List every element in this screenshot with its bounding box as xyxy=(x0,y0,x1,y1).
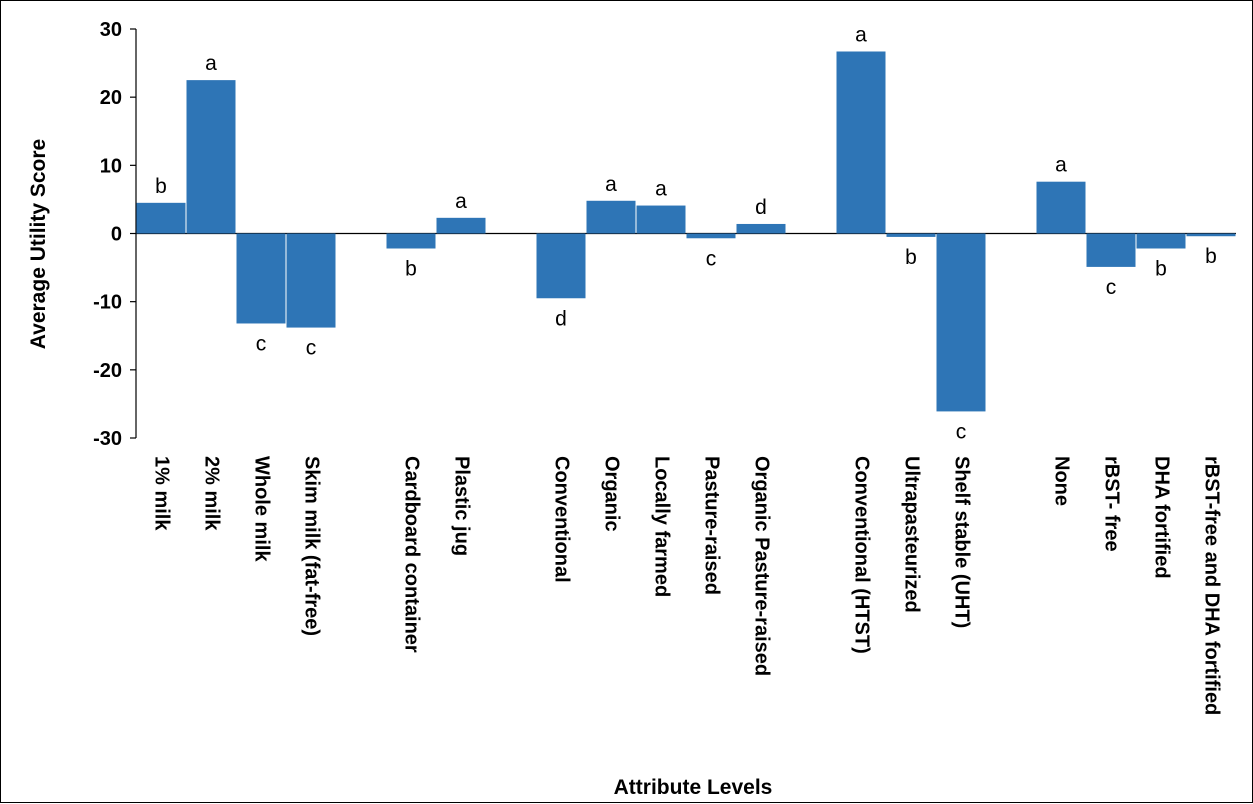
category-label: 2% milk xyxy=(201,456,223,531)
category-label: rBST- free xyxy=(1101,456,1123,552)
bar xyxy=(686,233,736,239)
bar xyxy=(386,233,436,249)
bar xyxy=(886,233,936,237)
bar xyxy=(1136,233,1186,249)
significance-letter: b xyxy=(905,246,917,269)
significance-letter: b xyxy=(1155,257,1167,280)
bar xyxy=(186,80,236,234)
category-label: Conventional xyxy=(551,456,573,583)
significance-letters: b a c c b a d a a c d a b c a c b b xyxy=(155,23,1217,443)
significance-letter: a xyxy=(655,178,667,201)
category-label: 1% milk xyxy=(151,456,173,531)
y-tick-label: -10 xyxy=(93,292,122,314)
significance-letter: c xyxy=(256,332,267,355)
category-label: Shelf stable (UHT) xyxy=(951,456,973,628)
bar xyxy=(236,233,286,324)
bar xyxy=(1086,233,1136,267)
category-label: Conventional (HTST) xyxy=(851,456,873,654)
bar xyxy=(936,233,986,412)
significance-letter: c xyxy=(706,247,717,270)
significance-letter: c xyxy=(956,420,967,443)
y-tick-label: 20 xyxy=(100,87,122,109)
significance-letter: a xyxy=(605,173,617,196)
category-label: DHA fortified xyxy=(1151,456,1173,579)
bar xyxy=(736,223,786,234)
y-axis-title: Average Utility Score xyxy=(27,139,50,349)
category-label: Organic Pasture-raised xyxy=(751,456,773,676)
significance-letter: b xyxy=(405,257,417,280)
bar xyxy=(836,51,886,234)
significance-letter: b xyxy=(1205,245,1217,268)
axes: 30 20 10 0 -10 -20 -30 xyxy=(93,19,1236,450)
x-axis-title: Attribute Levels xyxy=(614,776,773,799)
category-label: Whole milk xyxy=(251,456,273,562)
y-tick-label: 30 xyxy=(100,19,122,41)
bar xyxy=(1036,181,1086,234)
category-label: Skim milk (fat-free) xyxy=(301,456,323,636)
bar xyxy=(586,200,636,234)
y-tick-label: 10 xyxy=(100,155,122,177)
significance-letter: b xyxy=(155,175,167,198)
significance-letter: a xyxy=(205,52,217,75)
category-label: Cardboard container xyxy=(401,456,423,653)
significance-letter: c xyxy=(306,337,317,360)
bar xyxy=(636,205,686,234)
bar xyxy=(436,217,486,234)
bar xyxy=(136,202,186,234)
significance-letter: d xyxy=(555,307,567,330)
y-tick-label: -30 xyxy=(93,428,122,450)
category-label: Plastic jug xyxy=(451,456,473,556)
y-tick-label: 0 xyxy=(111,224,122,246)
y-tick-label: -20 xyxy=(93,360,122,382)
significance-letter: c xyxy=(1106,276,1117,299)
significance-letter: a xyxy=(455,190,467,213)
category-label: rBST-free and DHA fortified xyxy=(1201,456,1223,715)
category-label: Ultrapasteurized xyxy=(901,456,923,613)
bar xyxy=(286,233,336,328)
bar xyxy=(536,233,586,299)
category-label: Pasture-raised xyxy=(701,456,723,595)
category-label: Locally farmed xyxy=(651,456,673,597)
significance-letter: a xyxy=(1055,154,1067,177)
significance-letter: d xyxy=(755,196,767,219)
bars xyxy=(136,51,1236,412)
category-label: Organic xyxy=(601,456,623,532)
category-label: None xyxy=(1051,456,1073,506)
significance-letter: a xyxy=(855,23,867,46)
bar xyxy=(1186,233,1236,237)
category-labels: 1% milk 2% milk Whole milk Skim milk (fat-f… xyxy=(151,456,1223,715)
